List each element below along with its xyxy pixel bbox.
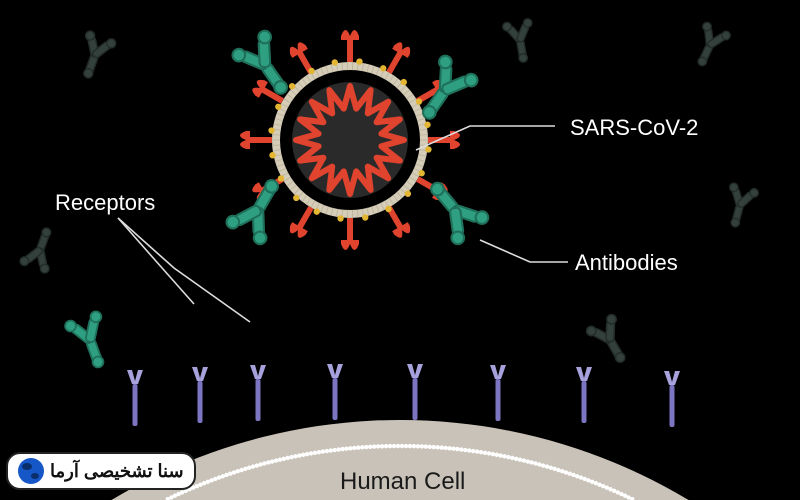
globe-icon bbox=[18, 458, 44, 484]
m-protein bbox=[401, 79, 407, 85]
m-protein bbox=[356, 58, 362, 64]
m-protein bbox=[293, 195, 299, 201]
m-protein bbox=[385, 206, 391, 212]
label-receptors: Receptors bbox=[55, 190, 155, 216]
m-protein bbox=[268, 127, 274, 133]
m-protein bbox=[424, 122, 430, 128]
m-protein bbox=[289, 83, 295, 89]
m-protein bbox=[425, 146, 431, 152]
m-protein bbox=[308, 68, 314, 74]
label-cell: Human Cell bbox=[340, 468, 465, 496]
m-protein bbox=[405, 191, 411, 197]
m-protein bbox=[416, 98, 422, 104]
m-protein bbox=[418, 170, 424, 176]
label-virus: SARS-CoV-2 bbox=[570, 115, 698, 141]
scene-svg bbox=[0, 0, 800, 500]
logo-badge: سنا تشخیصی آرما bbox=[6, 452, 196, 490]
m-protein bbox=[278, 175, 284, 181]
logo-text: سنا تشخیصی آرما bbox=[50, 461, 184, 482]
m-protein bbox=[337, 215, 343, 221]
label-antibodies: Antibodies bbox=[575, 250, 678, 276]
diagram-stage: SARS-CoV-2 Antibodies Receptors Human Ce… bbox=[0, 0, 800, 500]
m-protein bbox=[362, 214, 368, 220]
m-protein bbox=[275, 104, 281, 110]
m-protein bbox=[332, 59, 338, 65]
m-protein bbox=[380, 65, 386, 71]
m-protein bbox=[269, 152, 275, 158]
m-protein bbox=[314, 208, 320, 214]
